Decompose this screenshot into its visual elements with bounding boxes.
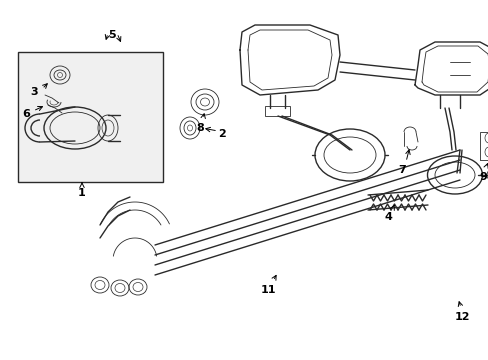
Bar bbox=[18, 52, 163, 182]
Text: 12: 12 bbox=[453, 312, 469, 322]
Text: 6: 6 bbox=[22, 109, 30, 119]
Text: 11: 11 bbox=[260, 285, 275, 295]
Text: 8: 8 bbox=[196, 123, 203, 133]
Text: 2: 2 bbox=[218, 129, 225, 139]
Bar bbox=[479, 132, 488, 160]
Text: 9: 9 bbox=[478, 172, 486, 182]
Text: 4: 4 bbox=[383, 212, 391, 222]
Text: 3: 3 bbox=[30, 87, 38, 97]
Text: 5: 5 bbox=[108, 30, 116, 40]
Bar bbox=[264, 106, 289, 116]
Text: 7: 7 bbox=[397, 165, 405, 175]
Text: 1: 1 bbox=[78, 188, 86, 198]
